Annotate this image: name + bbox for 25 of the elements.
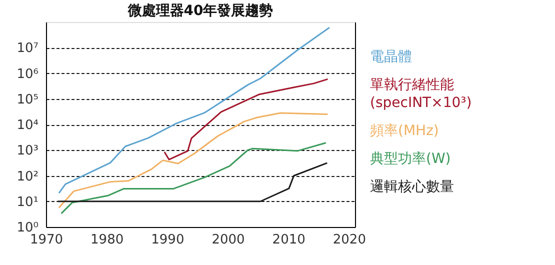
text: 電晶體 — [370, 49, 412, 65]
text: 邏輯核心數量 — [370, 179, 454, 195]
x-tick-label: 2000 — [212, 232, 245, 248]
y-tick-label: 10⁷ — [16, 41, 38, 56]
x-tick-label: 2020 — [332, 232, 366, 248]
y-tick-label: 10² — [16, 169, 38, 184]
x-tick-label: 1970 — [30, 232, 64, 248]
line-series — [58, 112, 328, 208]
line-series — [61, 142, 326, 214]
y-tick-label: 10¹ — [16, 194, 38, 210]
x-tick-label: 1990 — [151, 232, 184, 248]
y-tick-label: 10⁰ — [16, 220, 38, 236]
y-tick-label: 10⁶ — [16, 66, 38, 82]
chart-title: 微處理器40年發展趨勢 — [126, 3, 274, 19]
line-series — [164, 78, 328, 160]
x-tick-label: 1980 — [90, 232, 124, 248]
x-tick-label: 2010 — [272, 232, 306, 248]
text: 典型功率(W) — [370, 151, 451, 167]
line-series — [58, 27, 330, 194]
y-tick-label: 10³ — [16, 144, 38, 159]
text: 單執行緒性能 (specINT×10³) — [370, 77, 472, 111]
text: 頻率(MHz) — [370, 123, 439, 139]
y-tick-label: 10⁴ — [16, 118, 38, 133]
line-series — [57, 162, 328, 202]
y-tick-label: 10⁵ — [16, 92, 38, 108]
